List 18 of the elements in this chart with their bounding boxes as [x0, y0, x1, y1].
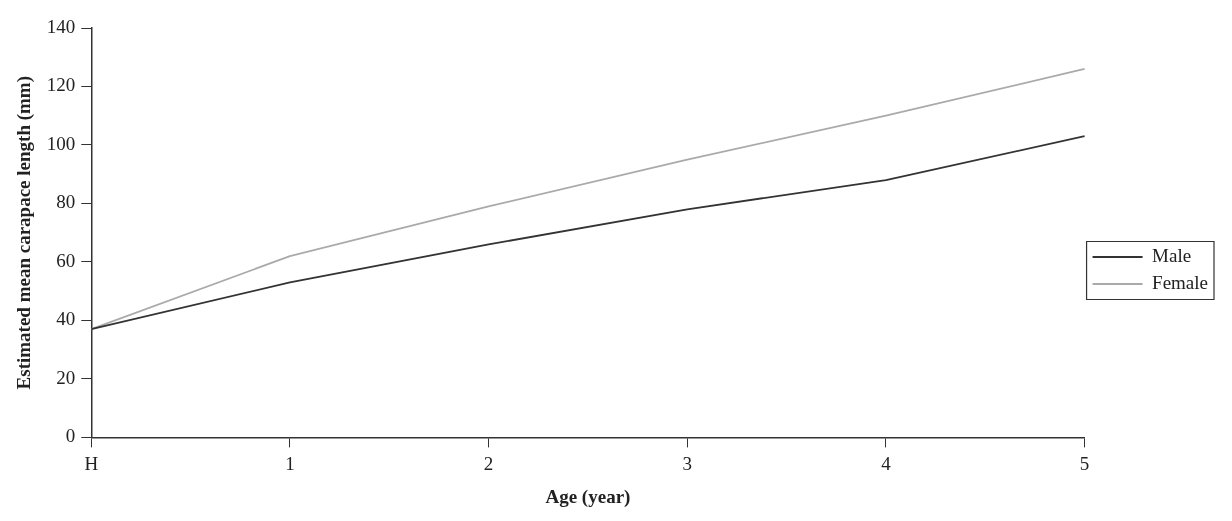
y-tick-label: 120	[46, 74, 76, 96]
legend-label: Male	[1152, 244, 1192, 266]
y-tick-label: 0	[65, 425, 76, 447]
x-tick-label: H	[84, 452, 99, 474]
legend-label: Female	[1152, 271, 1209, 293]
x-tick-label: 2	[483, 452, 494, 474]
y-tick-label: 140	[46, 15, 76, 37]
y-tick-label: 100	[46, 132, 76, 154]
x-tick-label: 3	[682, 452, 693, 474]
x-tick-label: 5	[1079, 452, 1090, 474]
x-tick-label: 1	[285, 452, 295, 474]
y-tick-label: 40	[56, 308, 76, 330]
x-axis-title: Age (year)	[545, 485, 631, 508]
y-axis-title: Estimated mean carapace length (mm)	[13, 75, 36, 390]
y-tick-label: 80	[56, 191, 76, 213]
y-tick-label: 20	[56, 366, 76, 388]
y-tick-label: 60	[56, 249, 76, 271]
x-tick-label: 4	[881, 452, 892, 474]
